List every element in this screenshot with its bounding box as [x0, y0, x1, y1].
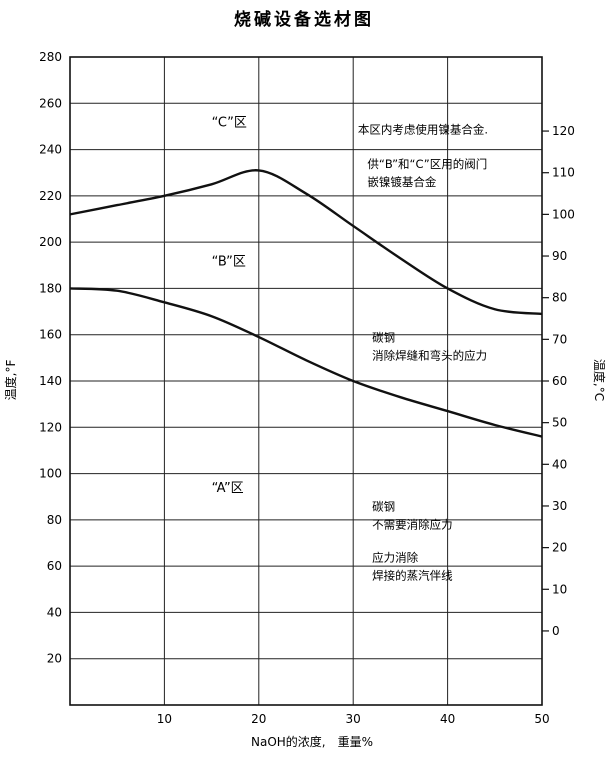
y-axis-label-left: 温度,°F — [3, 360, 18, 401]
x-tick-labels: 10 20 30 40 50 — [157, 712, 550, 726]
y-tick-label-left: 280 — [39, 50, 62, 64]
y-tick-label-right: 70 — [552, 332, 567, 346]
series-lines — [69, 169, 543, 438]
y-tick-label-right: 110 — [552, 166, 575, 180]
x-tick-label: 40 — [440, 712, 455, 726]
y-tick-label-left: 220 — [39, 189, 62, 203]
annotation-text: 应力消除 — [372, 551, 418, 565]
y-tick-label-left: 80 — [47, 513, 62, 527]
y-tick-labels-right: 0 10 20 30 40 50 60 70 80 90 100 110 120 — [542, 124, 575, 638]
y-tick-label-right: 0 — [552, 624, 560, 638]
y-tick-label-right: 50 — [552, 416, 567, 430]
series-line-2 — [69, 287, 543, 438]
y-tick-label-left: 200 — [39, 235, 62, 249]
x-axis-label: NaOH的浓度, 重量% — [251, 734, 373, 749]
annotation-text: 焊接的蒸汽伴线 — [372, 569, 453, 583]
x-tick-label: 20 — [251, 712, 266, 726]
annotations: 本区内考虑使用镍基合金.供“B”和“C”区用的阀门嵌镍镀基合金碳钢消除焊缝和弯头… — [358, 122, 488, 582]
y-tick-label-left: 60 — [47, 559, 62, 573]
annotation-text: 嵌镍镀基合金 — [367, 175, 436, 189]
y-tick-label-right: 80 — [552, 291, 567, 305]
y-tick-label-left: 180 — [39, 281, 62, 295]
annotation-text: 消除焊缝和弯头的应力 — [372, 349, 487, 363]
x-tick-label: 50 — [534, 712, 549, 726]
annotation-text: 供“B”和“C”区用的阀门 — [367, 157, 487, 171]
annotation-text: 碳钢 — [372, 500, 395, 514]
annotation-text: 不需要消除应力 — [372, 518, 453, 532]
y-tick-label-left: 40 — [47, 605, 62, 619]
y-tick-label-right: 100 — [552, 207, 575, 221]
y-tick-label-right: 90 — [552, 249, 567, 263]
y-axis-label-right: 温度,°C — [592, 359, 607, 401]
zone-label: “A”区 — [212, 481, 244, 496]
annotation-text: 本区内考虑使用镍基合金. — [358, 122, 488, 136]
series-line-1 — [69, 169, 543, 316]
y-tick-label-right: 40 — [552, 457, 567, 471]
y-tick-label-right: 60 — [552, 374, 567, 388]
chart-title: 烧碱设备选材图 — [234, 9, 374, 30]
y-tick-label-right: 20 — [552, 541, 567, 555]
y-tick-label-left: 20 — [47, 652, 62, 666]
y-tick-label-left: 160 — [39, 328, 62, 342]
zone-labels: “C”区 “B”区 “A”区 — [212, 115, 247, 496]
y-tick-label-left: 260 — [39, 96, 62, 110]
y-tick-label-left: 140 — [39, 374, 62, 388]
y-tick-label-left: 120 — [39, 420, 62, 434]
y-tick-label-left: 240 — [39, 143, 62, 157]
zone-label: “B”区 — [212, 254, 246, 269]
y-tick-labels-left: 20 40 60 80 100 120 140 160 180 200 220 240 260 280 — [39, 50, 62, 666]
x-tick-label: 30 — [346, 712, 361, 726]
zone-label: “C”区 — [212, 115, 247, 130]
y-tick-label-left: 100 — [39, 467, 62, 481]
annotation-text: 碳钢 — [372, 331, 395, 345]
y-tick-label-right: 30 — [552, 499, 567, 513]
y-tick-label-right: 10 — [552, 582, 567, 596]
grid — [70, 57, 542, 705]
y-tick-label-right: 120 — [552, 124, 575, 138]
x-tick-label: 10 — [157, 712, 172, 726]
